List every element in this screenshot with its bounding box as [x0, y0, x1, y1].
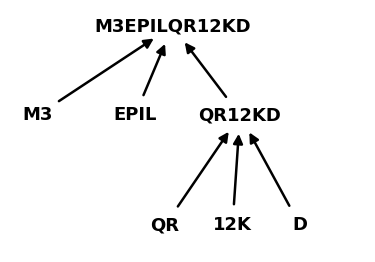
Text: 12K: 12K [213, 216, 252, 234]
Text: M3: M3 [22, 106, 53, 124]
Text: EPIL: EPIL [113, 106, 157, 124]
Text: QR12KD: QR12KD [199, 106, 281, 124]
Text: D: D [292, 216, 308, 234]
Text: QR: QR [150, 216, 180, 234]
Text: M3EPILQR12KD: M3EPILQR12KD [94, 17, 251, 35]
